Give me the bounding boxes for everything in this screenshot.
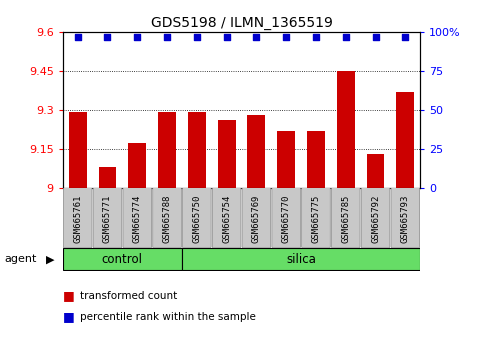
FancyBboxPatch shape: [63, 248, 182, 270]
Text: GSM665792: GSM665792: [371, 195, 380, 243]
Text: GSM665785: GSM665785: [341, 195, 350, 243]
Point: [342, 34, 350, 39]
FancyBboxPatch shape: [182, 248, 420, 270]
Point: [74, 34, 82, 39]
FancyBboxPatch shape: [153, 188, 181, 248]
Bar: [307, 131, 325, 188]
Text: agent: agent: [5, 254, 37, 264]
Point: [253, 34, 260, 39]
Text: GSM665761: GSM665761: [73, 195, 82, 243]
FancyBboxPatch shape: [361, 188, 390, 248]
FancyBboxPatch shape: [391, 188, 420, 248]
Point: [223, 34, 230, 39]
Text: ▶: ▶: [46, 254, 55, 264]
Text: GSM665771: GSM665771: [103, 195, 112, 243]
Text: ■: ■: [63, 289, 74, 302]
FancyBboxPatch shape: [242, 188, 270, 248]
Text: GSM665775: GSM665775: [312, 195, 320, 243]
Text: silica: silica: [286, 253, 316, 266]
FancyBboxPatch shape: [183, 188, 211, 248]
Text: GDS5198 / ILMN_1365519: GDS5198 / ILMN_1365519: [151, 16, 332, 30]
Bar: [397, 92, 414, 188]
Bar: [158, 112, 176, 188]
FancyBboxPatch shape: [272, 188, 300, 248]
FancyBboxPatch shape: [63, 188, 92, 248]
Text: GSM665750: GSM665750: [192, 195, 201, 243]
Text: GSM665769: GSM665769: [252, 195, 261, 243]
Text: percentile rank within the sample: percentile rank within the sample: [80, 312, 256, 322]
Bar: [337, 71, 355, 188]
Point: [104, 34, 112, 39]
FancyBboxPatch shape: [123, 188, 152, 248]
Text: GSM665793: GSM665793: [401, 195, 410, 243]
Text: GSM665788: GSM665788: [163, 195, 171, 243]
Bar: [367, 154, 384, 188]
Bar: [247, 115, 265, 188]
FancyBboxPatch shape: [331, 188, 360, 248]
Point: [312, 34, 320, 39]
Point: [193, 34, 201, 39]
Text: GSM665770: GSM665770: [282, 195, 291, 243]
FancyBboxPatch shape: [93, 188, 122, 248]
Point: [282, 34, 290, 39]
Point: [401, 34, 409, 39]
Text: transformed count: transformed count: [80, 291, 177, 301]
FancyBboxPatch shape: [213, 188, 241, 248]
Point: [372, 34, 380, 39]
Text: control: control: [102, 253, 143, 266]
Bar: [128, 143, 146, 188]
FancyBboxPatch shape: [302, 188, 330, 248]
Text: GSM665754: GSM665754: [222, 195, 231, 243]
Bar: [277, 131, 295, 188]
Bar: [188, 112, 206, 188]
Point: [133, 34, 141, 39]
Bar: [69, 112, 86, 188]
Text: ■: ■: [63, 310, 74, 323]
Point: [163, 34, 171, 39]
Bar: [99, 167, 116, 188]
Bar: [218, 120, 236, 188]
Text: GSM665774: GSM665774: [133, 195, 142, 243]
